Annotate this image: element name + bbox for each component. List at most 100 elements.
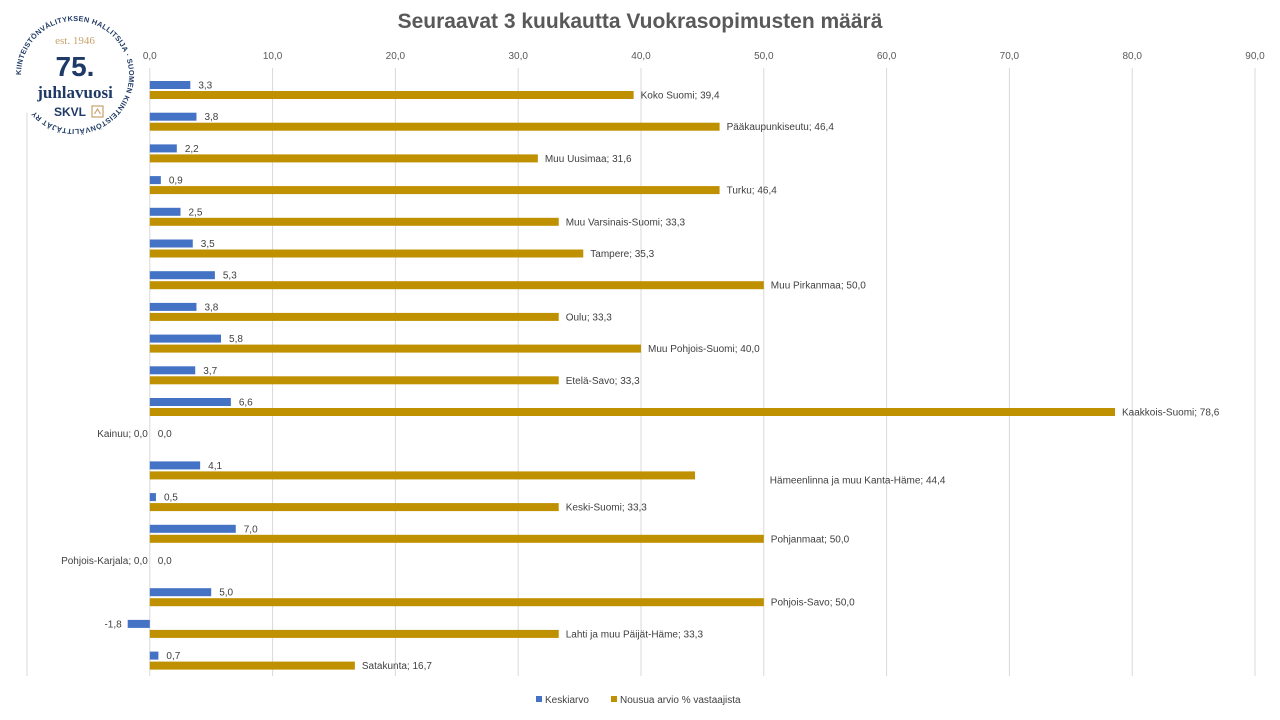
logo-est: est. 1946 — [55, 35, 95, 47]
data-label-keskiarvo: 5,3 — [223, 271, 237, 282]
data-label-keskiarvo: 0,0 — [158, 556, 172, 567]
bar-nousua — [149, 154, 538, 163]
x-tick-label: 10,0 — [263, 51, 283, 62]
data-label-nousua: Satakunta; 16,7 — [362, 661, 432, 672]
data-label-keskiarvo: 3,5 — [201, 239, 215, 250]
grid-lines — [26, 68, 1256, 676]
data-label-nousua: Muu Pirkanmaa; 50,0 — [771, 281, 866, 292]
data-label-keskiarvo: 0,9 — [169, 176, 183, 187]
logo-number: 75. — [56, 51, 95, 82]
data-label-nousua: Oulu; 33,3 — [566, 312, 613, 323]
data-label-keskiarvo: 2,5 — [189, 207, 203, 218]
bar-nousua — [149, 217, 559, 226]
data-label-nousua: Turku; 46,4 — [727, 186, 778, 197]
bar-keskiarvo — [149, 144, 177, 153]
bar-keskiarvo — [149, 176, 161, 185]
bar-keskiarvo — [149, 239, 193, 248]
bar-nousua — [149, 376, 559, 385]
data-label-keskiarvo: 3,8 — [204, 302, 218, 313]
legend-swatch — [611, 696, 617, 702]
bar-nousua — [149, 122, 720, 131]
bar-nousua — [149, 344, 642, 353]
bar-nousua — [149, 661, 355, 670]
x-tick-label: 90,0 — [1245, 51, 1265, 62]
bar-keskiarvo — [149, 493, 156, 502]
bars — [127, 81, 1116, 670]
data-label-keskiarvo: 5,8 — [229, 334, 243, 345]
data-label-keskiarvo: 4,1 — [208, 461, 222, 472]
data-label-keskiarvo: -1,8 — [104, 619, 122, 630]
bar-nousua — [149, 534, 764, 543]
x-tick-label: 0,0 — [143, 51, 157, 62]
data-label-nousua: Hämeenlinna ja muu Kanta-Häme; 44,4 — [770, 475, 946, 486]
bar-nousua — [149, 503, 559, 512]
data-label-keskiarvo: 6,6 — [239, 398, 253, 409]
data-labels: 3,3 Koko Suomi; 39,4 3,8 Pääkaupunkiseutu; … — [61, 81, 1220, 673]
data-label-nousua: Muu Uusimaa; 31,6 — [545, 154, 632, 165]
logo-brand: SKVL — [54, 105, 86, 119]
logo-house-icon — [91, 105, 104, 118]
x-tick-label: 60,0 — [877, 51, 897, 62]
bar-keskiarvo — [149, 588, 212, 597]
legend: Keskiarvo Nousua arvio % vastaajista — [536, 695, 741, 706]
data-label-nousua: Keski-Suomi; 33,3 — [566, 503, 648, 514]
data-label-keskiarvo: 3,7 — [203, 366, 217, 377]
data-label-nousua: Tampere; 35,3 — [590, 249, 654, 260]
bar-keskiarvo — [127, 619, 150, 628]
bar-keskiarvo — [149, 461, 201, 470]
bar-keskiarvo — [149, 81, 191, 89]
data-label-nousua: Pohjois-Karjala; 0,0 — [61, 556, 148, 567]
legend-label: Keskiarvo — [545, 695, 589, 706]
x-tick-label: 50,0 — [754, 51, 774, 62]
bar-nousua — [149, 186, 720, 195]
bar-keskiarvo — [149, 398, 231, 406]
data-label-nousua: Pohjois-Savo; 50,0 — [771, 598, 855, 609]
bar-nousua — [149, 312, 559, 321]
data-label-nousua: Pääkaupunkiseutu; 46,4 — [727, 122, 835, 133]
legend-swatch — [536, 696, 542, 702]
x-tick-label: 70,0 — [1000, 51, 1020, 62]
x-tick-label: 20,0 — [386, 51, 406, 62]
bar-keskiarvo — [149, 112, 197, 121]
skvl-anniversary-logo: KIINTEISTÖNVÄLITYKSEN HALLITSIJA · SUOME… — [12, 12, 138, 138]
data-label-nousua: Pohjanmaat; 50,0 — [771, 534, 850, 545]
bar-nousua — [149, 408, 1116, 416]
x-tick-label: 30,0 — [508, 51, 528, 62]
data-label-nousua: Lahti ja muu Päijät-Häme; 33,3 — [566, 629, 704, 640]
bar-nousua — [149, 598, 764, 607]
bar-nousua — [149, 249, 584, 258]
data-label-keskiarvo: 5,0 — [219, 588, 233, 599]
x-tick-label: 80,0 — [1122, 51, 1142, 62]
chart-title: Seuraavat 3 kuukautta Vuokrasopimusten m… — [397, 10, 883, 33]
data-label-keskiarvo: 0,0 — [158, 429, 172, 440]
x-tick-labels: 0,00,010,020,030,040,050,060,070,080,090… — [20, 51, 1265, 62]
data-label-keskiarvo: 3,8 — [204, 112, 218, 123]
x-tick-label: 40,0 — [631, 51, 651, 62]
data-label-keskiarvo: 7,0 — [244, 524, 258, 535]
data-label-nousua: Muu Pohjois-Suomi; 40,0 — [648, 344, 760, 355]
bar-nousua — [149, 629, 559, 638]
bar-nousua — [149, 91, 634, 99]
bar-keskiarvo — [149, 302, 197, 311]
bar-keskiarvo — [149, 524, 236, 533]
bar-nousua — [149, 471, 696, 480]
data-label-keskiarvo: 2,2 — [185, 144, 199, 155]
data-label-nousua: Kainuu; 0,0 — [97, 429, 148, 440]
data-label-nousua: Etelä-Savo; 33,3 — [566, 376, 640, 387]
data-label-keskiarvo: 0,5 — [164, 493, 178, 504]
data-label-nousua: Koko Suomi; 39,4 — [641, 91, 720, 102]
bar-keskiarvo — [149, 207, 181, 216]
logo-house-roof — [93, 107, 102, 115]
bar-keskiarvo — [149, 271, 215, 280]
data-label-keskiarvo: 0,7 — [166, 651, 180, 662]
bar-keskiarvo — [149, 334, 222, 343]
data-label-keskiarvo: 3,3 — [198, 81, 212, 92]
data-label-nousua: Muu Varsinais-Suomi; 33,3 — [566, 217, 686, 228]
data-label-nousua: Kaakkois-Suomi; 78,6 — [1122, 408, 1220, 419]
logo-word: juhlavuosi — [36, 83, 113, 102]
legend-label: Nousua arvio % vastaajista — [620, 695, 741, 706]
bar-nousua — [149, 281, 764, 290]
bar-keskiarvo — [149, 651, 159, 660]
bar-keskiarvo — [149, 366, 196, 375]
